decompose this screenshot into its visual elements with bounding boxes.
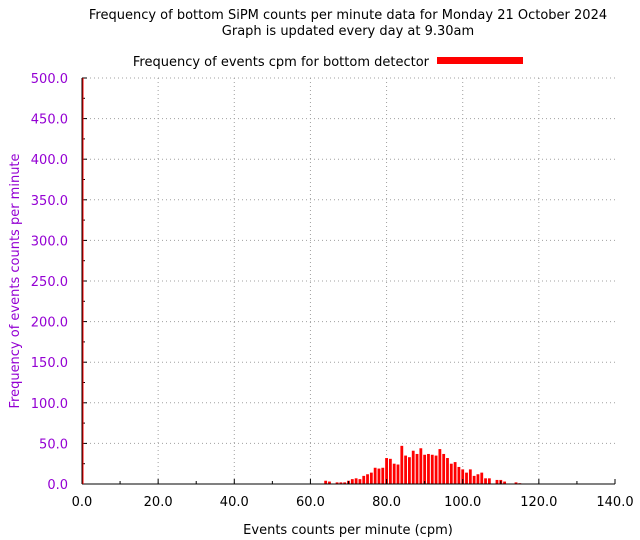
histogram-bar (461, 469, 465, 484)
histogram-bar (350, 479, 354, 484)
bars (324, 445, 522, 484)
histogram-bar (354, 478, 358, 484)
y-tick-label: 250.0 (31, 275, 68, 290)
ticks: 0.0 50.0 100.0 150.0 200.0 250.0 300.0 350.0 400… (31, 72, 634, 510)
x-tick-label: 140.0 (596, 495, 633, 510)
histogram-bar (343, 482, 347, 484)
histogram-bar (408, 457, 411, 484)
histogram-bar (366, 474, 369, 484)
histogram-bar (514, 482, 518, 484)
histogram-bar (404, 455, 408, 484)
histogram-bar (362, 475, 366, 484)
histogram-bar (434, 455, 438, 484)
histogram-bar (392, 463, 396, 484)
x-tick-label: 60.0 (296, 495, 325, 510)
histogram-bar (480, 472, 484, 484)
histogram-bar (495, 479, 499, 484)
histogram-bar (328, 481, 331, 484)
histogram-bar (415, 453, 419, 484)
y-tick-label: 500.0 (31, 72, 68, 87)
x-tick-label: 80.0 (372, 495, 401, 510)
histogram-bar (465, 472, 468, 484)
histogram-bar (419, 448, 423, 484)
chart-subtitle: Graph is updated every day at 9.30am (222, 24, 474, 39)
histogram-bar (476, 474, 480, 484)
legend-swatch (437, 57, 523, 64)
x-tick-label: 20.0 (144, 495, 173, 510)
histogram-bar (503, 481, 506, 484)
x-tick-label: 100.0 (444, 495, 481, 510)
histogram-bar (442, 453, 446, 484)
legend-label: Frequency of events cpm for bottom detec… (133, 55, 430, 70)
histogram-bar (381, 467, 385, 484)
histogram-bar (369, 472, 373, 484)
histogram-bar (388, 458, 392, 484)
x-axis-label: Events counts per minute (cpm) (243, 523, 453, 538)
y-tick-label: 0.0 (47, 478, 68, 493)
y-tick-label: 50.0 (39, 437, 68, 452)
histogram-bar (335, 482, 339, 484)
histogram-bar (385, 458, 388, 484)
y-tick-label: 300.0 (31, 234, 68, 249)
legend: Frequency of events cpm for bottom detec… (133, 55, 523, 70)
x-tick-label: 40.0 (220, 495, 249, 510)
y-tick-label: 100.0 (31, 397, 68, 412)
histogram-bar (423, 454, 427, 484)
y-tick-label: 400.0 (31, 153, 68, 168)
histogram-bar (484, 478, 487, 484)
histogram-bar (377, 468, 381, 484)
histogram-bar (446, 458, 449, 484)
histogram-bar (373, 467, 377, 484)
histogram-bar (472, 475, 476, 484)
histogram-bar (430, 454, 434, 484)
histogram-bar (453, 462, 457, 484)
y-tick-label: 350.0 (31, 194, 68, 209)
y-tick-label: 450.0 (31, 113, 68, 128)
histogram-bar (449, 463, 453, 484)
y-tick-label: 200.0 (31, 316, 68, 331)
histogram-bar (358, 479, 362, 484)
y-tick-label: 150.0 (31, 356, 68, 371)
histogram-bar (411, 450, 415, 484)
histogram-bar (396, 464, 400, 484)
histogram-bar (339, 482, 343, 484)
histogram-bar (427, 453, 430, 484)
x-tick-label: 0.0 (72, 495, 93, 510)
histogram-bar (438, 449, 442, 484)
axes (81, 78, 615, 485)
histogram-bar (487, 478, 491, 484)
histogram-bar (400, 445, 404, 484)
histogram-bar (468, 469, 472, 484)
y-axis-label: Frequency of events counts per minute (8, 153, 23, 408)
x-tick-label: 120.0 (520, 495, 557, 510)
histogram-bar (324, 480, 328, 484)
grid (82, 77, 615, 484)
histogram-bar (457, 466, 461, 484)
chart-title: Frequency of bottom SiPM counts per minu… (89, 8, 607, 23)
